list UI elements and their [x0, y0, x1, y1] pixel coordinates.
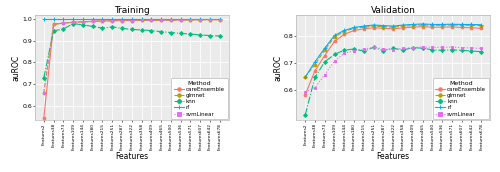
Y-axis label: auROC: auROC	[12, 55, 21, 81]
Legend: careEnsemble, glmnet, knn, rf, svmLinear: careEnsemble, glmnet, knn, rf, svmLinear	[172, 78, 228, 119]
Title: Validation: Validation	[371, 6, 416, 15]
Y-axis label: auROC: auROC	[274, 55, 282, 81]
Title: Training: Training	[114, 6, 150, 15]
X-axis label: Features: Features	[376, 152, 410, 161]
Legend: careEnsemble, glmnet, knn, rf, svmLinear: careEnsemble, glmnet, knn, rf, svmLinear	[432, 78, 489, 119]
X-axis label: Features: Features	[115, 152, 148, 161]
